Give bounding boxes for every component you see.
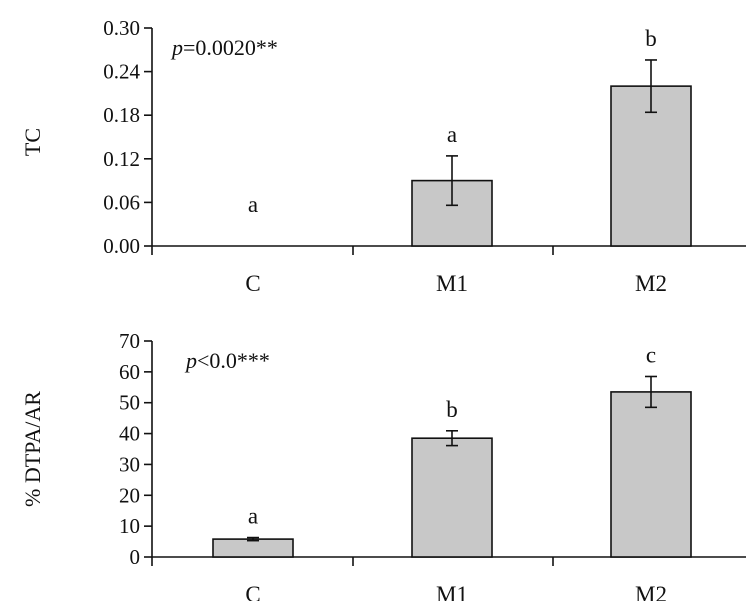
dtpa-bar-c: [212, 538, 294, 558]
dtpa-y-tick-label: 70: [119, 329, 140, 353]
tc-x-category-label: C: [245, 271, 260, 296]
dtpa-error-bar-m2: [645, 375, 657, 409]
tc-significance-letter-m1: a: [447, 122, 457, 147]
tc-error-bar-m2: [645, 59, 657, 114]
dtpa-error-bar-c: [247, 536, 259, 542]
dtpa-p-symbol: p: [184, 348, 197, 373]
tc-y-tick-label: 0.30: [103, 16, 140, 40]
tc-significance-letter-c: a: [248, 192, 258, 217]
dtpa-y-tick-label: 0: [130, 545, 141, 569]
dtpa-x-category-label: C: [245, 582, 260, 601]
dtpa-y-tick-label: 50: [119, 391, 140, 415]
tc-significance-letter-m2: b: [645, 26, 657, 51]
dtpa-x-category-label: M2: [635, 582, 667, 601]
dtpa-significance-letter-m2: c: [646, 342, 656, 367]
tc-bar-m2: [610, 85, 692, 247]
tc-y-tick-label: 0.18: [103, 103, 140, 127]
tc-y-tick-label: 0.24: [103, 60, 140, 84]
dtpa-y-tick-label: 10: [119, 514, 140, 538]
dtpa-y-tick-label: 20: [119, 483, 140, 507]
tc-panel: TC p=0.0020** 0.00 0.06 0.12 0.18 0.24 0.30 a C…: [20, 16, 746, 296]
dtpa-y-axis-title: % DTPA/AR: [20, 391, 45, 507]
tc-y-tick-label: 0.06: [103, 190, 140, 214]
tc-error-bar-m1: [446, 155, 458, 207]
tc-p-value-annotation: p=0.0020**: [170, 35, 278, 60]
dtpa-bar-m2: [610, 391, 692, 558]
dtpa-bar-m1: [411, 437, 493, 558]
tc-x-category-label: M1: [436, 271, 468, 296]
dtpa-y-tick-label: 60: [119, 360, 140, 384]
dtpa-p-value-annotation: p<0.0***: [184, 348, 270, 373]
dtpa-y-tick-label: 30: [119, 452, 140, 476]
dtpa-p-value-text: <0.0***: [197, 348, 270, 373]
dtpa-y-tick-label: 40: [119, 422, 140, 446]
dtpa-panel: % DTPA/AR p<0.0*** 0 10 20 30 40 50 60 70 a Cb M1 c…: [20, 329, 746, 601]
dtpa-significance-letter-c: a: [248, 504, 258, 529]
tc-x-category-label: M2: [635, 271, 667, 296]
tc-p-value-text: =0.0020**: [183, 35, 278, 60]
tc-y-tick-label: 0.12: [103, 147, 140, 171]
tc-y-tick-label: 0.00: [103, 234, 140, 258]
dtpa-error-bar-m1: [446, 429, 458, 447]
dtpa-x-category-label: M1: [436, 582, 468, 601]
tc-y-axis-title: TC: [20, 128, 45, 156]
dtpa-significance-letter-m1: b: [446, 397, 458, 422]
tc-p-symbol: p: [170, 35, 183, 60]
